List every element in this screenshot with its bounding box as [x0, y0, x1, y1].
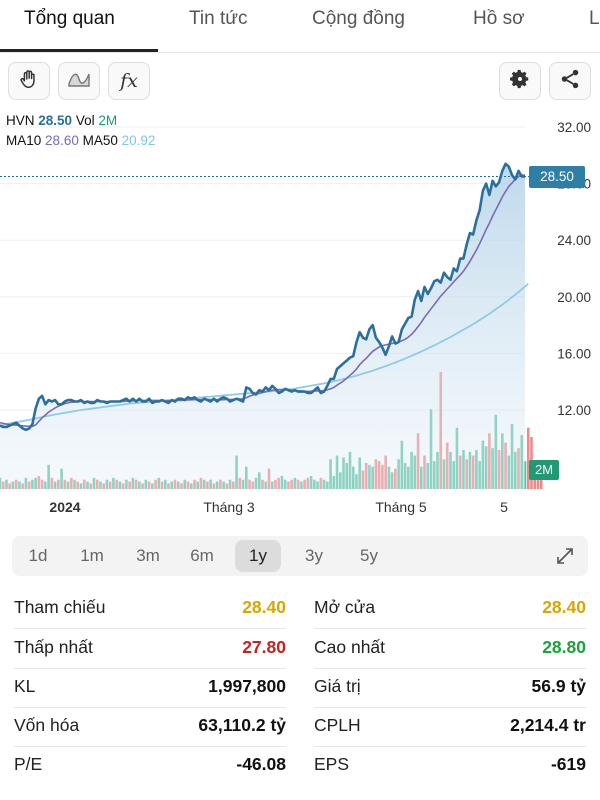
volume-bar	[536, 474, 540, 489]
draw-tool-button[interactable]	[8, 62, 50, 100]
stat-label-volume: KL	[14, 676, 36, 696]
y-tick-label: 20.00	[557, 290, 591, 305]
stat-value-reference: 28.40	[242, 597, 286, 617]
tab-community[interactable]: Cộng đồng	[312, 8, 405, 29]
price-area	[0, 163, 525, 490]
legend-ma50-label: MA50	[82, 133, 118, 148]
last-price-tag: 28.50	[529, 165, 585, 188]
y-tick-label: 24.00	[557, 233, 591, 248]
legend-line-2: MA10 28.60 MA50 20.92	[6, 133, 155, 148]
stat-label-pe: P/E	[14, 754, 43, 774]
legend-ma50: 20.92	[121, 133, 156, 148]
stats-row: P/E -46.08 EPS -619	[0, 746, 600, 785]
y-tick-label: 32.00	[557, 120, 591, 135]
indicator-button[interactable]: fx	[108, 62, 150, 100]
active-tab-indicator	[0, 49, 158, 52]
stat-label-high: Cao nhất	[314, 637, 386, 657]
legend-ma10-label: MA10	[6, 133, 42, 148]
volume-tag: 2M	[529, 460, 559, 480]
expand-button[interactable]	[548, 540, 582, 572]
stat-value-pe: -46.08	[236, 754, 286, 774]
range-selector: 1d 1m 3m 6m 1y 3y 5y	[12, 536, 588, 576]
legend-vol-label: Vol	[75, 113, 95, 128]
x-tick-label: Tháng 5	[375, 499, 427, 515]
legend-line-1: HVN 28.50 Vol 2M	[6, 113, 117, 128]
stat-value-open: 28.40	[542, 597, 586, 617]
x-tick-label: 2024	[49, 499, 80, 515]
stat-label-low: Thấp nhất	[14, 637, 93, 657]
chart-type-button[interactable]	[58, 62, 100, 100]
chart-toolbar: fx	[0, 56, 600, 106]
stats-row: KL 1,997,800 Giá trị 56.9 tỷ	[0, 668, 600, 708]
tab-news[interactable]: Tin tức	[189, 8, 248, 29]
stat-value-market-cap: 63,110.2 tỷ	[198, 715, 286, 735]
tab-profile[interactable]: Hồ sơ	[473, 8, 525, 29]
stat-label-value: Giá trị	[314, 676, 361, 696]
stat-value-value: 56.9 tỷ	[531, 676, 586, 696]
stat-value-shares: 2,214.4 tr	[510, 715, 586, 735]
top-tab-bar: Tổng quan Tin tức Cộng đồng Hồ sơ L	[0, 0, 600, 53]
range-3y-button[interactable]: 3y	[305, 546, 323, 565]
range-5y-button[interactable]: 5y	[360, 546, 378, 565]
range-1y-button[interactable]: 1y	[235, 540, 281, 572]
stat-value-low: 27.80	[242, 637, 286, 657]
tab-more[interactable]: L	[589, 8, 600, 29]
legend-vol: 2M	[98, 113, 118, 128]
y-tick-label: 12.00	[557, 403, 591, 418]
stat-value-eps: -619	[550, 754, 586, 774]
legend-ma10: 28.60	[45, 133, 79, 148]
stat-label-eps: EPS	[314, 754, 350, 774]
settings-button[interactable]	[499, 62, 541, 100]
price-chart[interactable]: 32.0028.0024.0020.0016.0012.002024Tháng …	[0, 0, 600, 525]
range-1d-button[interactable]: 1d	[28, 546, 48, 565]
gear-icon	[509, 68, 531, 95]
range-1m-button[interactable]: 1m	[80, 546, 104, 565]
stat-label-shares: CPLH	[314, 715, 361, 735]
legend-symbol: HVN	[6, 113, 35, 128]
formula-icon: fx	[120, 70, 138, 92]
hand-icon	[18, 68, 40, 95]
share-icon	[559, 68, 581, 95]
legend-price: 28.50	[38, 113, 73, 128]
stat-value-volume: 1,997,800	[208, 676, 286, 696]
stat-value-high: 28.80	[542, 637, 586, 657]
price-line	[0, 162, 525, 432]
range-3m-button[interactable]: 3m	[136, 546, 160, 565]
stat-label-open: Mở cửa	[314, 597, 376, 617]
stat-label-market-cap: Vốn hóa	[14, 715, 80, 735]
y-tick-label: 16.00	[557, 346, 591, 361]
stats-row: Tham chiếu 28.40 Mở cửa 28.40	[0, 589, 600, 629]
range-6m-button[interactable]: 6m	[190, 546, 214, 565]
expand-icon	[555, 548, 575, 570]
stat-label-reference: Tham chiếu	[14, 597, 106, 617]
x-tick-label: Tháng 3	[203, 499, 255, 515]
share-button[interactable]	[549, 62, 591, 100]
stats-row: Vốn hóa 63,110.2 tỷ CPLH 2,214.4 tr	[0, 707, 600, 747]
stats-row: Thấp nhất 27.80 Cao nhất 28.80	[0, 629, 600, 669]
volume-bar	[526, 427, 530, 489]
wave-icon	[67, 68, 91, 95]
x-tick-label: 5	[500, 499, 508, 515]
tab-overview[interactable]: Tổng quan	[24, 8, 115, 29]
